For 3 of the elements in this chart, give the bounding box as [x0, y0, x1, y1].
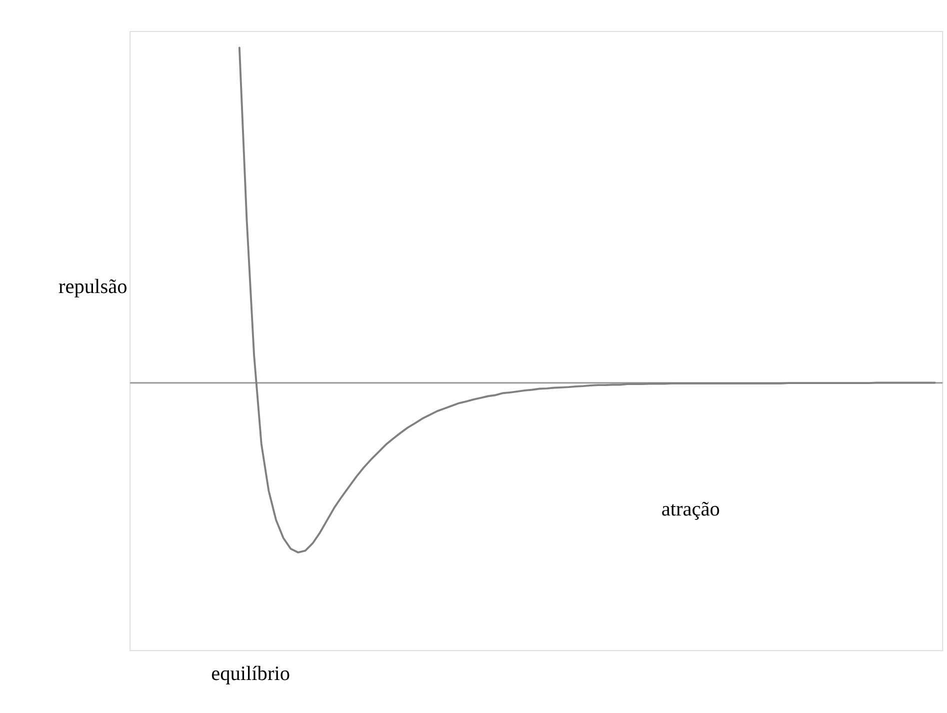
text: repulsão — [58, 276, 128, 298]
text: equilíbrio — [211, 663, 290, 686]
annotation: atração — [661, 498, 720, 521]
